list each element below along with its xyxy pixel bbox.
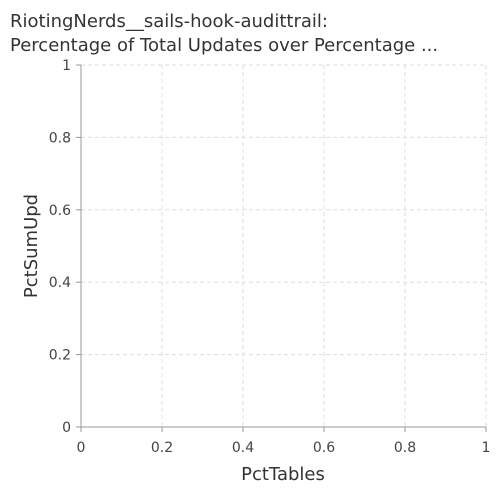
x-tick-label: 0.8 [394,440,416,456]
grid [81,64,487,427]
axes [76,64,487,432]
y-tick-label: 0.4 [49,275,71,291]
y-tick-label: 1 [62,58,71,74]
y-tick-label: 0.2 [49,348,71,364]
y-axis-label: PctSumUpd [21,194,42,298]
x-tick-label: 0 [77,440,86,456]
chart-title-line-2: Percentage of Total Updates over Percent… [10,35,438,56]
x-tick-label: 0.4 [232,440,254,456]
x-tick-label: 1 [482,440,491,456]
x-axis-label: PctTables [241,464,325,485]
tick-labels: 0 0.2 0.4 0.6 0.8 1 0 0.2 0.4 0.6 0.8 1 [49,58,491,456]
x-tick-label: 0.2 [151,440,173,456]
y-tick-label: 0.8 [49,130,71,146]
chart-title-line-1: RiotingNerds__sails-hook-audittrail: [10,11,328,32]
chart-title: RiotingNerds__sails-hook-audittrail: Per… [10,11,438,56]
x-tick-label: 0.6 [313,440,335,456]
y-tick-label: 0.6 [49,203,71,219]
y-tick-label: 0 [62,420,71,436]
